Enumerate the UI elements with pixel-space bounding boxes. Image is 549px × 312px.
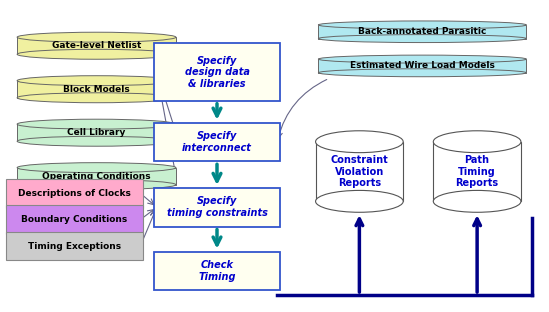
Ellipse shape (316, 131, 403, 153)
Text: Block Models: Block Models (63, 85, 130, 94)
Text: Operating Conditions: Operating Conditions (42, 172, 151, 181)
Text: Descriptions of Clocks: Descriptions of Clocks (18, 189, 131, 198)
Ellipse shape (17, 180, 176, 190)
FancyBboxPatch shape (154, 188, 280, 227)
Ellipse shape (318, 69, 526, 77)
Ellipse shape (17, 49, 176, 59)
Polygon shape (17, 168, 176, 185)
Ellipse shape (17, 93, 176, 103)
Text: Gate-level Netlist: Gate-level Netlist (52, 41, 141, 50)
Ellipse shape (318, 55, 526, 63)
Ellipse shape (17, 76, 176, 86)
Ellipse shape (17, 136, 176, 146)
Polygon shape (17, 124, 176, 141)
Text: Specify
timing constraints: Specify timing constraints (166, 197, 267, 218)
Text: Estimated Wire Load Models: Estimated Wire Load Models (350, 61, 495, 71)
Text: Specify
design data
& libraries: Specify design data & libraries (184, 56, 249, 89)
Text: Back-annotated Parasitic: Back-annotated Parasitic (358, 27, 486, 36)
Polygon shape (316, 142, 403, 201)
Text: Specify
interconnect: Specify interconnect (182, 131, 252, 153)
Text: Timing Exceptions: Timing Exceptions (28, 241, 121, 251)
Ellipse shape (433, 131, 521, 153)
FancyBboxPatch shape (154, 123, 280, 161)
Ellipse shape (318, 35, 526, 42)
Text: Cell Library: Cell Library (68, 128, 126, 137)
Ellipse shape (17, 163, 176, 173)
FancyBboxPatch shape (6, 232, 143, 261)
Text: Constraint
Violation
Reports: Constraint Violation Reports (330, 155, 388, 188)
FancyBboxPatch shape (6, 179, 143, 207)
Text: Check
Timing: Check Timing (198, 260, 236, 282)
Ellipse shape (17, 119, 176, 129)
Ellipse shape (17, 32, 176, 42)
Polygon shape (318, 59, 526, 73)
FancyBboxPatch shape (6, 205, 143, 234)
FancyBboxPatch shape (154, 43, 280, 101)
Ellipse shape (318, 21, 526, 29)
Ellipse shape (433, 190, 521, 212)
Polygon shape (433, 142, 521, 201)
Text: Path
Timing
Reports: Path Timing Reports (456, 155, 498, 188)
Polygon shape (17, 37, 176, 54)
Ellipse shape (316, 190, 403, 212)
Polygon shape (318, 25, 526, 39)
Text: Boundary Conditions: Boundary Conditions (21, 215, 128, 224)
Polygon shape (17, 81, 176, 98)
FancyBboxPatch shape (154, 251, 280, 290)
